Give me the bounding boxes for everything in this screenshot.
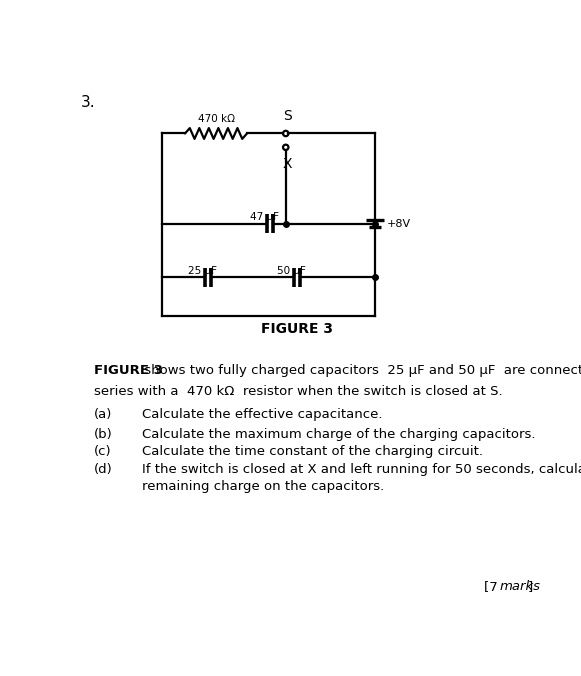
Text: ]: ]: [528, 580, 533, 593]
Text: 25 μF: 25 μF: [188, 266, 217, 276]
Text: remaining charge on the capacitors.: remaining charge on the capacitors.: [142, 480, 385, 493]
Text: [7: [7: [484, 580, 502, 593]
Text: series with a  470 kΩ  resistor when the switch is closed at S.: series with a 470 kΩ resistor when the s…: [94, 385, 503, 398]
Text: 50 μF: 50 μF: [277, 266, 306, 276]
Text: 47 μF: 47 μF: [250, 212, 278, 222]
Text: Calculate the maximum charge of the charging capacitors.: Calculate the maximum charge of the char…: [142, 428, 536, 441]
Text: FIGURE 3: FIGURE 3: [261, 322, 333, 336]
Text: 470 kΩ: 470 kΩ: [198, 114, 235, 124]
Text: +8V: +8V: [388, 218, 411, 228]
Text: (b): (b): [94, 428, 113, 441]
Text: Calculate the effective capacitance.: Calculate the effective capacitance.: [142, 408, 383, 421]
Text: X: X: [282, 158, 292, 171]
Text: shows two fully charged capacitors  25 μF and 50 μF  are connected in: shows two fully charged capacitors 25 μF…: [140, 364, 581, 377]
Text: 3.: 3.: [80, 95, 95, 110]
Text: (d): (d): [94, 463, 113, 476]
Text: (a): (a): [94, 408, 113, 421]
Text: S: S: [283, 110, 292, 124]
Text: (c): (c): [94, 445, 112, 458]
Text: FIGURE 3: FIGURE 3: [94, 364, 163, 377]
Text: If the switch is closed at X and left running for 50 seconds, calculate the tota: If the switch is closed at X and left ru…: [142, 463, 581, 476]
Text: Calculate the time constant of the charging circuit.: Calculate the time constant of the charg…: [142, 445, 483, 458]
Text: marks: marks: [500, 580, 541, 593]
